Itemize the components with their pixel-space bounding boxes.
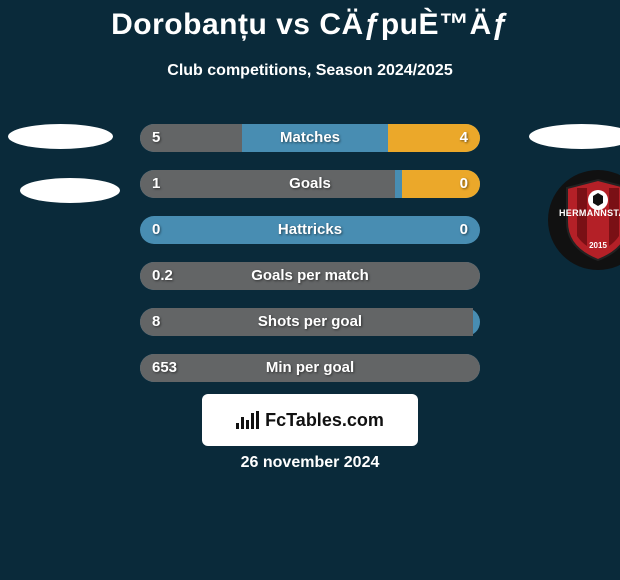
bar-label: Shots per goal xyxy=(140,308,480,336)
stat-bar: 8Shots per goal xyxy=(140,308,480,336)
player-left-avatar-placeholder-2 xyxy=(20,178,120,203)
bar-label: Goals xyxy=(140,170,480,198)
page-title: Dorobanțu vs CÄƒpuÈ™Äƒ xyxy=(0,8,620,42)
brand-box: FcTables.com xyxy=(202,394,418,446)
stat-bar: 00Hattricks xyxy=(140,216,480,244)
subtitle: Club competitions, Season 2024/2025 xyxy=(0,62,620,80)
shield-icon: HERMANNSTADT 2015 xyxy=(559,176,620,264)
badge-text: HERMANNSTADT xyxy=(559,208,620,218)
club-badge: HERMANNSTADT 2015 xyxy=(548,170,620,270)
player-right-avatar-placeholder xyxy=(529,124,620,149)
bar-label: Matches xyxy=(140,124,480,152)
comparison-bars: 54Matches 10Goals 00Hattricks 0.2Goals per … xyxy=(140,124,480,400)
badge-year: 2015 xyxy=(559,241,620,250)
stat-bar: 653Min per goal xyxy=(140,354,480,382)
player-left-avatar-placeholder-1 xyxy=(8,124,113,149)
bar-chart-icon xyxy=(236,411,259,429)
stat-bar: 10Goals xyxy=(140,170,480,198)
bar-label: Hattricks xyxy=(140,216,480,244)
bar-label: Goals per match xyxy=(140,262,480,290)
bar-label: Min per goal xyxy=(140,354,480,382)
stat-bar: 0.2Goals per match xyxy=(140,262,480,290)
date-label: 26 november 2024 xyxy=(0,454,620,472)
stat-bar: 54Matches xyxy=(140,124,480,152)
brand-text: FcTables.com xyxy=(265,410,384,431)
